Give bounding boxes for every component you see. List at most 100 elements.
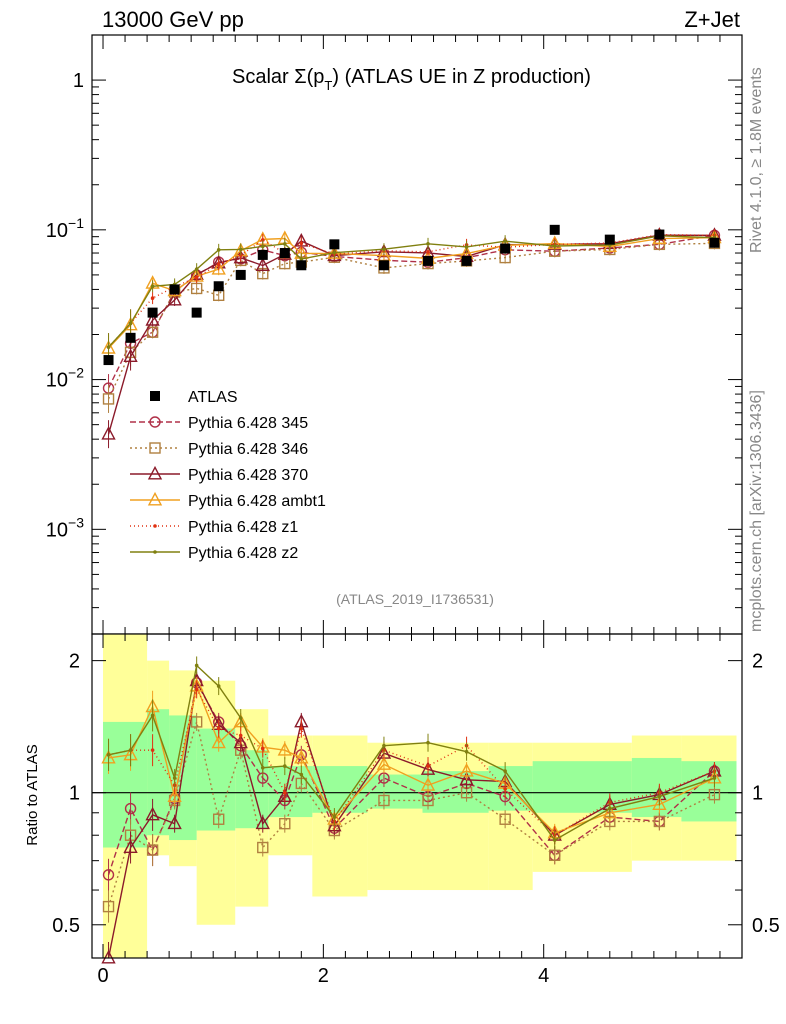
ratio-point (123, 839, 138, 854)
ratio-point (216, 726, 221, 731)
main-panel: 10−3 10−2 10−1 1 (46, 34, 743, 635)
inner-uncertainty-band (196, 728, 236, 831)
mcplots-label: mcplots.cern.ch [arXiv:1306.3436] (748, 390, 765, 632)
ratio-point (238, 733, 243, 738)
data-point (191, 307, 202, 318)
ratio-point (294, 749, 309, 764)
ratio-point (102, 900, 115, 913)
series-point (332, 250, 337, 255)
inner-uncertainty-band (367, 774, 423, 809)
ratio-point (101, 949, 116, 964)
ratio-frame (91, 633, 743, 959)
x-tick-label: 0 (97, 965, 108, 987)
ratio-point (190, 716, 203, 728)
series-line-4 (108, 233, 715, 348)
series-point (327, 247, 342, 262)
ratio-point (299, 726, 304, 731)
data-point (257, 249, 268, 260)
ratio-point (657, 794, 662, 799)
series-point (101, 426, 116, 440)
ratio-point (712, 776, 717, 780)
legend: ATLAS Pythia 6.428 345 Pythia 6.428 346 Pyt… (130, 389, 326, 562)
ratio-y-tick-label-right: 1 (752, 783, 763, 805)
legend-marker (149, 442, 161, 454)
data-point (461, 255, 472, 266)
data-point (709, 237, 720, 248)
ratio-point (459, 771, 474, 786)
x-tick-label: 2 (318, 965, 329, 987)
data-point (125, 332, 136, 343)
ratio-point (238, 716, 243, 720)
ratio-point (194, 663, 199, 668)
ratio-y-tick-label-left: 1 (69, 783, 80, 805)
series-point (128, 321, 133, 326)
legend-label: ATLAS (188, 389, 238, 406)
ratio-point (146, 844, 159, 856)
legend-label: Pythia 6.428 345 (188, 415, 308, 432)
legend-label: Pythia 6.428 z1 (188, 519, 298, 536)
legend-label: Pythia 6.428 z2 (188, 545, 298, 562)
series-point (464, 245, 469, 249)
ratio-point (124, 802, 137, 815)
y-tick-label: 10−2 (46, 365, 84, 392)
series-point (216, 248, 221, 252)
y-tick-label: 10−3 (46, 514, 84, 541)
ratio-point (167, 788, 182, 803)
ratio-point (708, 788, 721, 801)
series-point (426, 250, 430, 254)
data-point (147, 307, 158, 318)
ratio-point (549, 849, 561, 861)
series-point (255, 257, 270, 271)
y-tick-label: 1 (73, 70, 84, 92)
data-point (423, 255, 434, 266)
series-point (552, 244, 557, 248)
ratio-point (327, 817, 342, 832)
ratio-point (607, 806, 612, 811)
series-point (146, 326, 159, 338)
legend-marker (149, 416, 161, 428)
ratio-point (503, 769, 507, 773)
ratio-point (378, 794, 390, 807)
ratio-point (376, 756, 392, 770)
ratio-y-tick-label-left: 0.5 (52, 915, 80, 937)
legend-marker (150, 391, 160, 401)
series-point (145, 312, 160, 326)
ratio-point (499, 813, 511, 825)
outer-uncertainty-band (367, 742, 423, 891)
energy-label: 13000 GeV pp (102, 7, 244, 32)
series-point (190, 282, 203, 295)
ratio-point (382, 743, 386, 748)
series-point (150, 284, 155, 289)
process-label: Z+Jet (684, 7, 740, 32)
legend-label: Pythia 6.428 370 (188, 467, 308, 484)
series-point (123, 348, 138, 363)
inner-uncertainty-band (532, 761, 632, 813)
ratio-point (194, 687, 199, 692)
data-point (296, 260, 307, 271)
outer-uncertainty-band (422, 742, 489, 891)
series-point (282, 242, 287, 246)
ratio-point (255, 815, 270, 830)
ratio-point (150, 748, 155, 752)
ratio-point (260, 746, 265, 751)
series-point (194, 267, 199, 271)
ratio-point (503, 787, 507, 791)
series-point (194, 275, 199, 280)
data-point (329, 239, 340, 250)
series-point (216, 262, 221, 267)
data-point (213, 281, 224, 292)
ratio-point (282, 790, 287, 795)
series-point (299, 257, 304, 261)
data-point (378, 260, 389, 271)
ratio-point (167, 815, 182, 830)
series-point (102, 393, 115, 405)
ratio-point (420, 777, 436, 791)
ratio-point (426, 764, 430, 768)
analysis-id-label: (ATLAS_2019_I1736531) (336, 591, 494, 607)
series-point (382, 247, 386, 252)
legend-marker (147, 491, 163, 506)
ratio-point (150, 713, 155, 718)
ratio-y-tick-label-left: 2 (69, 651, 80, 673)
legend-marker (153, 524, 157, 528)
